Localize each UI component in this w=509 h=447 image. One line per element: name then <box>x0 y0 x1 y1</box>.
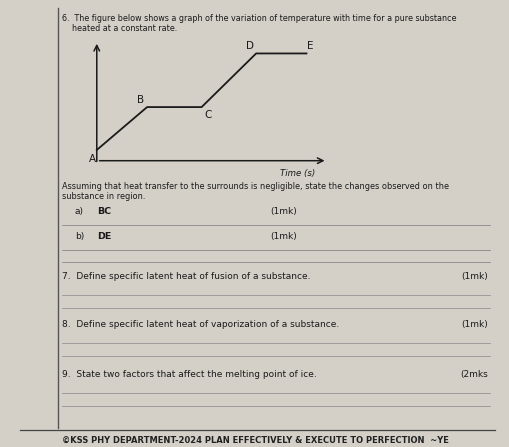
Text: heated at a constant rate.: heated at a constant rate. <box>62 24 177 33</box>
Text: 7.  Define specific latent heat of fusion of a substance.: 7. Define specific latent heat of fusion… <box>62 272 310 281</box>
Text: 9.  State two factors that affect the melting point of ice.: 9. State two factors that affect the mel… <box>62 370 316 379</box>
Text: Time (s): Time (s) <box>280 169 315 177</box>
Text: B: B <box>137 95 144 105</box>
Text: (1mk): (1mk) <box>269 207 296 216</box>
Text: A: A <box>89 154 96 164</box>
Text: (1mk): (1mk) <box>269 232 296 241</box>
Text: (1mk): (1mk) <box>460 320 487 329</box>
Text: Assuming that heat transfer to the surrounds is negligible, state the changes ob: Assuming that heat transfer to the surro… <box>62 182 448 191</box>
Text: (1mk): (1mk) <box>460 272 487 281</box>
Text: 6.  The figure below shows a graph of the variation of temperature with time for: 6. The figure below shows a graph of the… <box>62 14 456 23</box>
Text: a): a) <box>75 207 84 216</box>
Text: 8.  Define specific latent heat of vaporization of a substance.: 8. Define specific latent heat of vapori… <box>62 320 338 329</box>
Text: substance in region.: substance in region. <box>62 192 145 201</box>
Text: (2mks: (2mks <box>459 370 487 379</box>
Text: b): b) <box>75 232 84 241</box>
Text: ©KSS PHY DEPARTMENT-2024 PLAN EFFECTIVELY & EXECUTE TO PERFECTION  ~YE: ©KSS PHY DEPARTMENT-2024 PLAN EFFECTIVEL… <box>62 436 447 445</box>
Text: E: E <box>307 41 313 51</box>
Text: DE: DE <box>97 232 111 241</box>
Text: D: D <box>245 41 253 51</box>
Text: BC: BC <box>97 207 111 216</box>
Text: C: C <box>204 110 211 120</box>
